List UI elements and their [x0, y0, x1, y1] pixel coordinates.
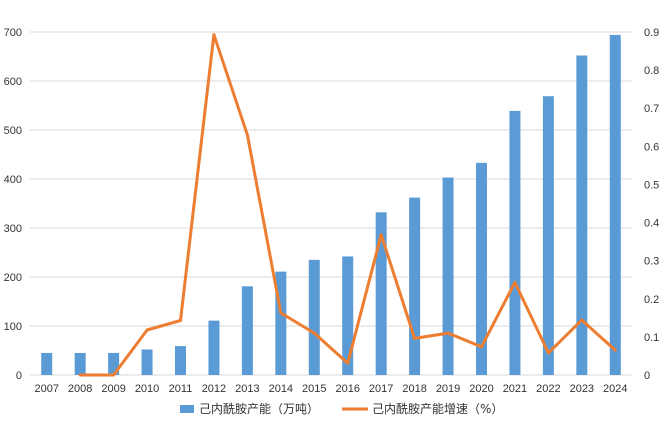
x-tick-label: 2017: [369, 383, 393, 395]
x-tick-label: 2011: [169, 383, 193, 395]
x-tick-label: 2024: [603, 383, 627, 395]
growth-point: [613, 348, 617, 352]
y-right-tick-label: 0.2: [644, 294, 659, 306]
growth-point: [112, 373, 116, 377]
bar: [275, 271, 287, 375]
growth-point: [346, 361, 350, 365]
growth-point: [145, 328, 149, 332]
y-right-tick-label: 0.1: [644, 332, 659, 344]
bar: [476, 162, 487, 375]
y-left-tick-label: 100: [4, 321, 22, 333]
x-tick-label: 2016: [335, 383, 359, 395]
growth-point: [279, 311, 283, 315]
growth-point: [179, 319, 182, 323]
growth-point: [379, 233, 383, 237]
x-tick-label: 2021: [503, 383, 527, 395]
legend-label-capacity: 己内酰胺产能（万吨）: [199, 402, 319, 416]
line-series: [78, 33, 617, 377]
x-tick-label: 2010: [135, 383, 159, 395]
y-right-tick-label: 0.5: [644, 179, 659, 191]
y-left-tick-label: 200: [4, 272, 22, 284]
bar: [141, 349, 153, 375]
growth-point: [245, 133, 249, 137]
x-tick-label: 2019: [436, 383, 460, 395]
y-right-tick-label: 0.6: [644, 141, 659, 153]
y-right-tick-label: 0.7: [644, 103, 659, 115]
bar: [509, 110, 521, 375]
bar: [308, 259, 320, 375]
bar: [241, 286, 253, 375]
x-tick-label: 2018: [402, 383, 426, 395]
growth-point: [78, 373, 82, 377]
y-left-tick-label: 600: [4, 76, 22, 88]
bar: [442, 177, 454, 375]
growth-point: [513, 280, 517, 284]
y-right-tick-label: 0.3: [644, 256, 659, 268]
bar-series: [41, 34, 621, 376]
growth-point: [580, 318, 584, 322]
growth-point: [446, 331, 450, 335]
y-right-tick-label: 0.4: [644, 218, 659, 230]
bar: [409, 197, 421, 375]
x-tick-label: 2009: [101, 383, 125, 395]
x-tick-label: 2007: [34, 383, 58, 395]
bar: [108, 352, 120, 375]
bar: [609, 34, 621, 375]
y-left-tick-label: 500: [4, 125, 22, 137]
x-tick-label: 2022: [536, 383, 560, 395]
bar: [41, 352, 53, 375]
x-tick-label: 2015: [302, 383, 326, 395]
growth-point: [413, 336, 417, 340]
y-right-tick-label: 0: [644, 370, 650, 382]
legend-label-growth: 己内酰胺产能增速（%）: [372, 402, 503, 416]
growth-point: [546, 351, 550, 355]
bar: [342, 256, 354, 375]
bar: [74, 352, 86, 375]
bar: [375, 212, 387, 375]
y-left-tick-label: 400: [4, 174, 22, 186]
x-tick-label: 2023: [570, 383, 594, 395]
x-tick-label: 2012: [202, 383, 226, 395]
x-tick-label: 2013: [235, 383, 259, 395]
left-axis-ticks: 0 100 200 300 400 500 600 700: [4, 27, 22, 382]
growth-point: [212, 33, 216, 37]
growth-point: [480, 345, 483, 349]
bar: [175, 346, 186, 375]
bar: [576, 55, 588, 376]
y-right-tick-label: 0.8: [644, 65, 659, 77]
y-left-tick-label: 700: [4, 27, 22, 39]
y-left-tick-label: 300: [4, 223, 22, 235]
right-axis-ticks: 0 0.1 0.2 0.3 0.4 0.5 0.6 0.7 0.8 0.9: [644, 27, 659, 382]
y-left-tick-label: 0: [16, 370, 22, 382]
y-right-tick-label: 0.9: [644, 27, 659, 39]
growth-point: [312, 331, 316, 335]
x-axis-ticks: 2007 2008 2009 2010 2011 2012 2013 2014 2015 2016…: [34, 383, 627, 395]
legend-swatch-capacity: [180, 405, 194, 413]
x-tick-label: 2008: [68, 383, 92, 395]
x-tick-label: 2014: [269, 383, 293, 395]
x-tick-label: 2020: [469, 383, 493, 395]
legend: 己内酰胺产能（万吨） 己内酰胺产能增速（%）: [180, 402, 503, 416]
gridlines: [30, 31, 632, 376]
bar: [542, 96, 554, 375]
bar: [208, 320, 220, 375]
